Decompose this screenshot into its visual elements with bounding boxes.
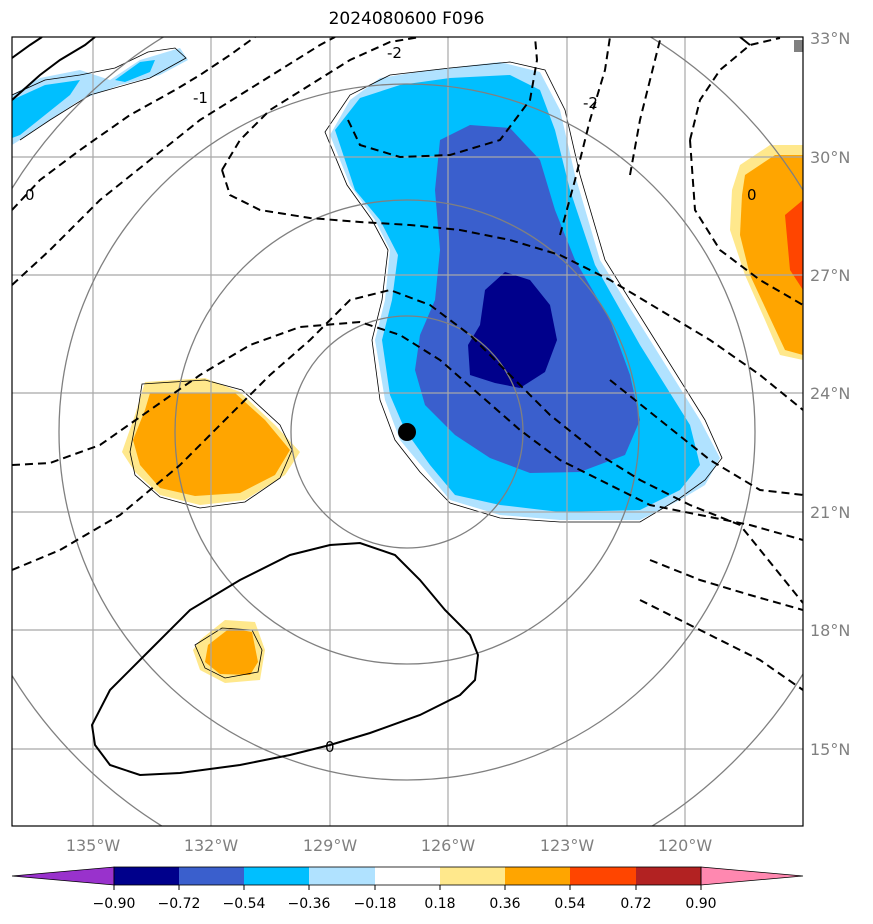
colorbar-tick: 0.90 — [685, 896, 716, 912]
lon-label: 129°W — [303, 836, 358, 855]
contour-label-0-east: 0 — [747, 186, 757, 204]
longitude-labels: 135°W 132°W 129°W 126°W 123°W 120°W — [66, 836, 713, 855]
latitude-labels: 33°N 30°N 27°N 24°N 21°N 18°N 15°N — [810, 29, 850, 759]
contour-lines — [12, 37, 751, 777]
colorbar-tick: 0.18 — [424, 896, 455, 912]
colorbar-tick: −0.54 — [223, 896, 266, 912]
lon-label: 120°W — [658, 836, 713, 855]
lon-label: 135°W — [66, 836, 121, 855]
positive-region-east-strong — [785, 200, 803, 290]
negative-region-extreme — [468, 272, 557, 388]
colorbar-tick-labels: −0.90 −0.72 −0.54 −0.36 −0.18 0.18 0.36 … — [93, 896, 717, 912]
colorbar-tick: −0.36 — [288, 896, 331, 912]
colorbar: −0.90 −0.72 −0.54 −0.36 −0.18 0.18 0.36 … — [11, 866, 804, 912]
lon-label: 126°W — [421, 836, 476, 855]
contour-label-minus1: -1 — [193, 89, 208, 107]
contour-label-minus2-north: -2 — [387, 44, 402, 62]
shading-outlines — [12, 47, 723, 679]
lat-label: 33°N — [810, 29, 850, 48]
contour-label-0-west: 0 — [25, 186, 35, 204]
contour-zero-northwest — [12, 37, 96, 101]
colorbar-tick: −0.90 — [93, 896, 136, 912]
range-rings — [12, 37, 803, 826]
negative-region-northwest-core — [12, 80, 80, 138]
shaded-fields — [12, 48, 803, 683]
contour-label-0-south: 0 — [325, 738, 335, 756]
colorbar-tick: −0.18 — [354, 896, 397, 912]
lat-label: 18°N — [810, 621, 850, 640]
contour-lines-dashed — [12, 37, 803, 691]
landmass-icon — [794, 40, 803, 52]
colorbar-tick: 0.36 — [489, 896, 520, 912]
map-plot-area: 0 -1 -2 -2 0 0 — [12, 37, 803, 826]
lat-label: 15°N — [810, 740, 850, 759]
map-frame — [11, 36, 804, 827]
lon-label: 132°W — [184, 836, 239, 855]
storm-center-marker — [398, 423, 416, 441]
lon-label: 123°W — [540, 836, 595, 855]
contour-labels: 0 -1 -2 -2 0 0 — [25, 44, 757, 756]
colorbar-extend-low — [11, 866, 115, 886]
contour-zero-southwest — [90, 541, 480, 777]
lat-label: 24°N — [810, 384, 850, 403]
lat-label: 30°N — [810, 148, 850, 167]
contour-label-minus2-east: -2 — [583, 94, 598, 112]
colorbar-tick: −0.72 — [158, 896, 201, 912]
map-title: 2024080600 F096 — [328, 9, 485, 29]
lat-label: 21°N — [810, 503, 850, 522]
colorbar-tick: 0.54 — [554, 896, 585, 912]
lat-label: 27°N — [810, 266, 850, 285]
colorbar-tick: 0.72 — [620, 896, 651, 912]
graticule — [12, 37, 803, 826]
colorbar-extend-high — [700, 866, 804, 886]
